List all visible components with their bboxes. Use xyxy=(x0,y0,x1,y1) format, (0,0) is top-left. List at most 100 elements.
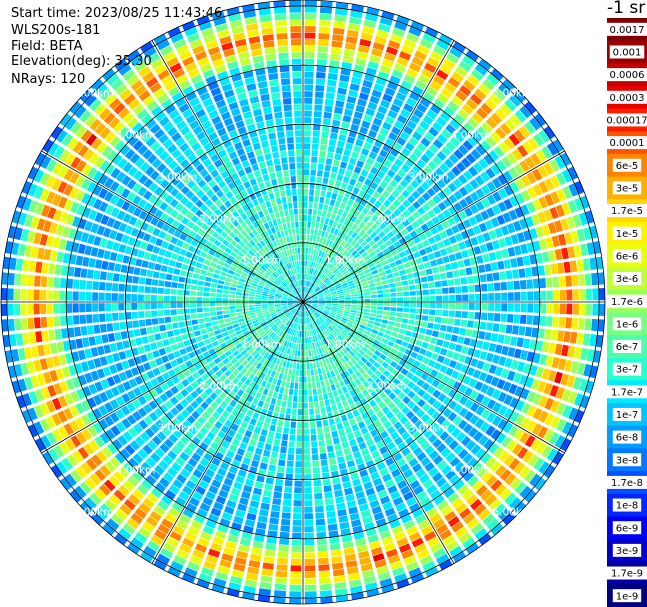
data-gate xyxy=(360,278,368,283)
data-gate xyxy=(375,281,382,287)
data-gate xyxy=(508,209,518,221)
data-gate xyxy=(541,341,550,353)
data-gate xyxy=(480,283,488,292)
data-gate xyxy=(349,512,360,521)
data-gate xyxy=(331,331,337,338)
data-gate xyxy=(333,410,340,418)
data-gate xyxy=(282,433,289,441)
data-gate xyxy=(533,303,540,313)
data-gate xyxy=(363,193,372,201)
data-gate xyxy=(229,287,237,291)
data-gate xyxy=(135,258,143,267)
data-gate xyxy=(388,382,397,391)
data-gate xyxy=(441,128,452,140)
data-gate xyxy=(90,247,99,257)
data-gate xyxy=(75,255,84,266)
data-gate xyxy=(374,227,382,235)
data-gate xyxy=(299,370,303,377)
data-gate xyxy=(263,489,272,498)
data-gate xyxy=(466,367,476,377)
data-gate xyxy=(320,190,326,198)
data-gate xyxy=(529,254,537,265)
data-gate xyxy=(328,349,334,357)
data-gate xyxy=(353,386,361,395)
data-gate xyxy=(137,345,146,355)
data-gate xyxy=(387,244,396,252)
data-gate xyxy=(544,178,555,191)
data-gate xyxy=(427,359,436,368)
data-gate xyxy=(340,280,347,285)
data-gate xyxy=(566,216,576,229)
data-gate xyxy=(300,357,303,364)
data-gate xyxy=(367,187,375,196)
data-gate xyxy=(346,263,353,270)
data-gate xyxy=(381,584,395,594)
data-gate xyxy=(501,303,508,312)
data-gate xyxy=(382,473,392,483)
data-gate xyxy=(402,199,411,208)
data-gate xyxy=(354,362,361,370)
data-gate xyxy=(340,330,347,337)
data-gate xyxy=(53,316,61,327)
data-gate xyxy=(276,379,282,387)
data-gate xyxy=(476,107,488,120)
data-gate xyxy=(353,111,363,120)
data-gate xyxy=(334,316,341,321)
data-gate xyxy=(336,313,343,317)
data-gate xyxy=(354,280,361,285)
data-gate xyxy=(143,251,152,260)
data-gate xyxy=(316,309,323,313)
data-gate xyxy=(401,549,414,560)
data-gate xyxy=(336,194,343,202)
data-gate xyxy=(513,129,526,142)
data-gate xyxy=(389,416,399,425)
data-gate xyxy=(561,389,572,402)
data-gate xyxy=(166,266,175,274)
data-gate xyxy=(471,130,483,143)
data-gate xyxy=(390,33,403,44)
data-gate xyxy=(508,133,521,146)
data-gate xyxy=(497,174,508,186)
data-gate xyxy=(490,217,500,228)
data-gate xyxy=(248,560,261,568)
data-gate xyxy=(131,294,138,301)
data-gate xyxy=(351,249,358,257)
data-gate xyxy=(397,204,406,213)
data-gate xyxy=(431,352,439,361)
data-gate xyxy=(352,274,359,280)
data-gate xyxy=(485,425,496,437)
data-gate xyxy=(337,293,344,297)
data-gate xyxy=(326,151,334,159)
data-gate xyxy=(569,260,578,273)
data-gate xyxy=(320,315,326,320)
data-gate xyxy=(93,270,101,280)
data-gate xyxy=(191,319,199,325)
data-gate xyxy=(412,85,424,96)
data-gate xyxy=(442,238,451,247)
data-gate xyxy=(304,526,314,533)
data-gate xyxy=(152,325,160,333)
data-gate xyxy=(311,143,319,150)
data-gate xyxy=(499,323,507,333)
data-gate xyxy=(490,68,504,81)
data-gate xyxy=(319,13,332,21)
data-gate xyxy=(360,198,368,207)
data-gate xyxy=(393,240,401,248)
data-gate xyxy=(598,303,605,316)
data-gate xyxy=(324,294,331,298)
data-gate xyxy=(303,448,311,455)
data-gate xyxy=(412,508,424,519)
data-gate xyxy=(289,434,296,441)
data-gate xyxy=(320,137,328,145)
data-gate xyxy=(205,322,212,328)
data-gate xyxy=(305,343,308,350)
data-gate xyxy=(281,440,288,447)
data-gate xyxy=(195,335,203,342)
data-gate xyxy=(474,175,485,186)
data-gate xyxy=(137,311,145,319)
data-gate xyxy=(474,63,488,76)
data-gate xyxy=(30,246,39,259)
data-gate xyxy=(304,91,313,98)
data-gate xyxy=(103,250,112,260)
data-gate xyxy=(351,373,358,381)
